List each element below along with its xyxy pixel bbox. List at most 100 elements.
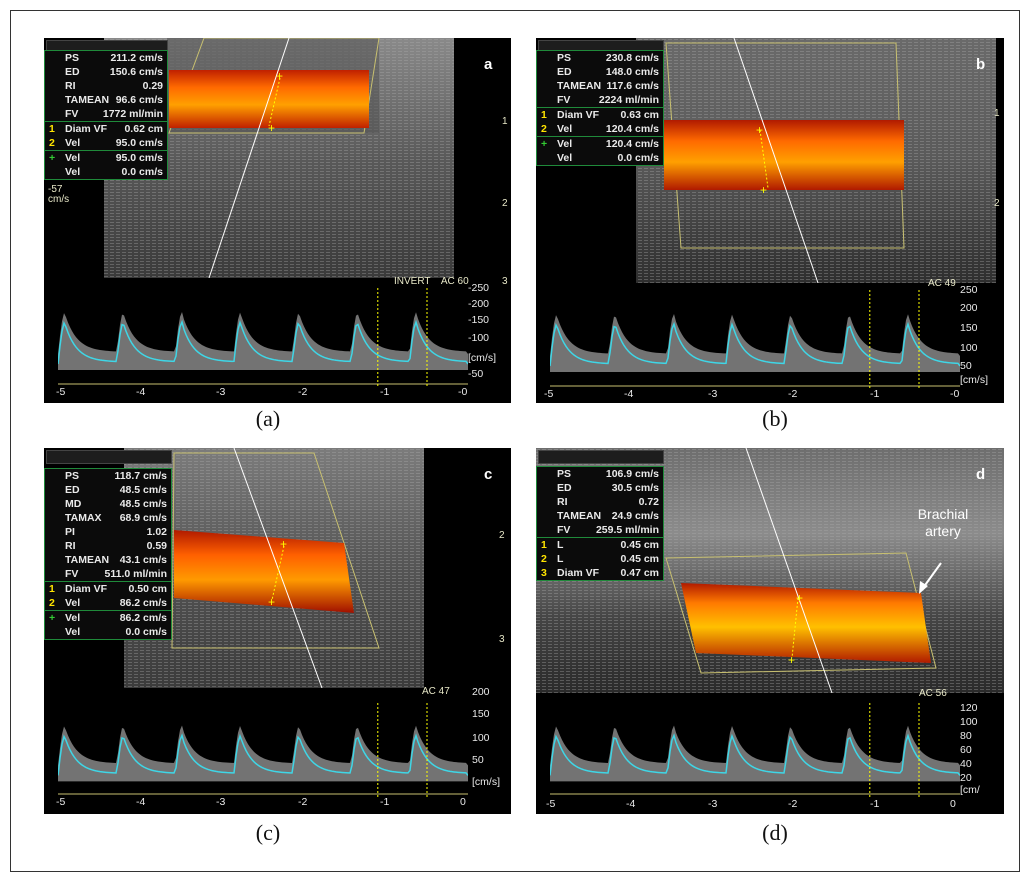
measure-row: FV 511.0 ml/min [65,568,167,580]
measure-row: ED 30.5 cm/s [557,482,659,494]
x-tick: 0 [950,798,956,810]
measure-row: PI 1.02 [65,526,167,538]
doppler-header-note: AC 47 [422,686,450,697]
spectral-envelope [550,314,960,372]
y-tick: 60 [960,744,972,756]
doppler-header-note: AC 56 [919,688,947,699]
y-tick: 100 [960,716,978,728]
spectral-envelope [58,312,468,370]
measurement-box-c: PS 118.7 cm/s ED 48.5 cm/s MD 48.5 cm/s TAM… [44,468,172,640]
y-tick: -50 [468,368,484,380]
x-tick: -4 [624,388,634,400]
doppler-spectrum-a [58,288,468,388]
x-tick: -0 [458,386,468,398]
caption-b: (b) [762,406,788,431]
velocity-scale-note: -57 cm/s [48,184,70,205]
measure-row: RI 0.72 [557,496,659,508]
x-tick: -2 [298,796,308,808]
depth-tick: 3 [499,634,505,645]
spectral-envelope [550,725,960,782]
toolbar-icons [46,450,172,464]
depth-tick: 1 [994,108,1000,119]
panel-letter: c [484,466,493,483]
x-tick: -5 [56,796,66,808]
depth-tick: 2 [502,198,508,209]
measure-row: TAMEAN 43.1 cm/s [65,554,167,566]
measure-row: ED 150.6 cm/s [65,66,163,78]
ultrasound-panel-b: + + PS 230.8 cm/s ED 148.0 cm/s TAMEAN 117.… [536,38,1004,403]
svg-text:+: + [760,183,767,197]
measure-row: + Vel 120.4 cm/s [537,136,663,151]
measure-row: MD 48.5 cm/s [65,498,167,510]
y-tick: -150 [468,314,490,326]
x-tick: -5 [56,386,66,398]
caption-c: (c) [255,820,281,845]
x-tick: -1 [380,796,390,808]
x-tick: -1 [380,386,390,398]
depth-tick: 2 [499,530,505,541]
svg-text:+: + [268,121,275,135]
caption-d: (d) [762,820,788,845]
measure-row: 3 Diam VF 0.47 cm [541,567,659,579]
x-tick: -4 [136,386,146,398]
measure-row: PS 230.8 cm/s [557,52,659,64]
measurement-box-d: PS 106.9 cm/s ED 30.5 cm/s RI 0.72 TAMEAN 24… [536,466,664,581]
ultrasound-panel-c: + + PS 118.7 cm/s ED 48.5 cm/s MD 48.5 cm/s… [44,448,511,814]
panel-letter: d [976,466,986,483]
x-tick: -3 [216,796,226,808]
measure-row: 2 Vel 86.2 cm/s [49,597,167,609]
doppler-header-note: INVERT AC 60 [394,276,469,287]
measure-row: PS 211.2 cm/s [65,52,163,64]
brachial-artery-label: Brachial artery [917,506,969,539]
x-tick: -1 [870,388,880,400]
measure-row: TAMAX 68.9 cm/s [65,512,167,524]
mean-velocity-trace [58,733,468,776]
measure-row: 1 Diam VF 0.63 cm [537,107,663,122]
y-tick: 150 [472,708,490,720]
measure-row: + Vel 95.0 cm/s [45,150,167,165]
measure-row: TAMEAN 96.6 cm/s [65,94,163,106]
annotation-arrow [922,562,942,589]
measure-row: + Vel 86.2 cm/s [45,610,171,625]
x-tick: -5 [546,798,556,810]
depth-tick: 3 [502,276,508,287]
x-tick: -3 [708,798,718,810]
x-tick: -4 [626,798,636,810]
spectral-envelope [58,725,468,782]
measure-row: 2 Vel 120.4 cm/s [541,123,659,135]
x-tick: 0 [460,796,466,808]
doppler-spectrum-c [58,703,468,798]
x-tick: -2 [298,386,308,398]
measure-row: PS 118.7 cm/s [65,470,167,482]
measure-row: 1 Diam VF 0.62 cm [45,121,167,136]
measure-row: Vel 0.0 cm/s [557,152,659,164]
measure-row: PS 106.9 cm/s [557,468,659,480]
measure-row: 1 Diam VF 0.50 cm [45,581,171,596]
doppler-spectrum-b [550,290,960,390]
svg-text:+: + [268,595,275,609]
measure-row: 1 L 0.45 cm [537,537,663,552]
y-tick: 80 [960,730,972,742]
measurement-box-b: PS 230.8 cm/s ED 148.0 cm/s TAMEAN 117.6 cm… [536,50,664,166]
y-tick: 100 [472,732,490,744]
doppler-header-note: AC 49 [928,278,956,289]
y-tick: 250 [960,284,978,296]
measure-row: 2 Vel 95.0 cm/s [49,137,163,149]
y-tick: [cm/s] [960,374,988,386]
depth-tick: 2 [994,198,1000,209]
x-tick: -4 [136,796,146,808]
measure-row: Vel 0.0 cm/s [65,626,167,638]
x-tick: -0 [950,388,960,400]
svg-text:+: + [280,537,287,551]
y-tick: 120 [960,702,978,714]
y-tick: -200 [468,298,490,310]
y-tick: 100 [960,342,978,354]
y-tick: [cm/s] [468,352,496,364]
measure-row: RI 0.59 [65,540,167,552]
measure-row: ED 48.5 cm/s [65,484,167,496]
measure-row: TAMEAN 24.9 cm/s [557,510,659,522]
svg-text:+: + [756,123,763,137]
toolbar-icons [538,450,664,464]
y-tick: [cm/ [960,784,980,796]
y-tick: -250 [468,282,490,294]
